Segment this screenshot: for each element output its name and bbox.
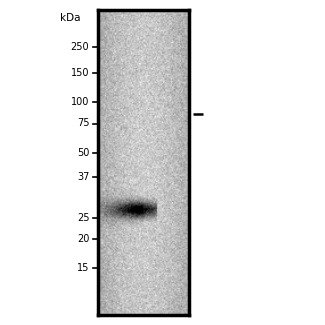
Text: kDa: kDa bbox=[59, 13, 80, 23]
Text: 15: 15 bbox=[77, 263, 89, 273]
Text: 150: 150 bbox=[71, 68, 89, 78]
Text: 250: 250 bbox=[71, 42, 89, 52]
Text: 100: 100 bbox=[71, 98, 89, 107]
Text: 75: 75 bbox=[77, 119, 89, 128]
Text: 37: 37 bbox=[77, 172, 89, 182]
Text: 50: 50 bbox=[77, 148, 89, 158]
Text: 25: 25 bbox=[77, 213, 89, 223]
Text: 20: 20 bbox=[77, 234, 89, 244]
